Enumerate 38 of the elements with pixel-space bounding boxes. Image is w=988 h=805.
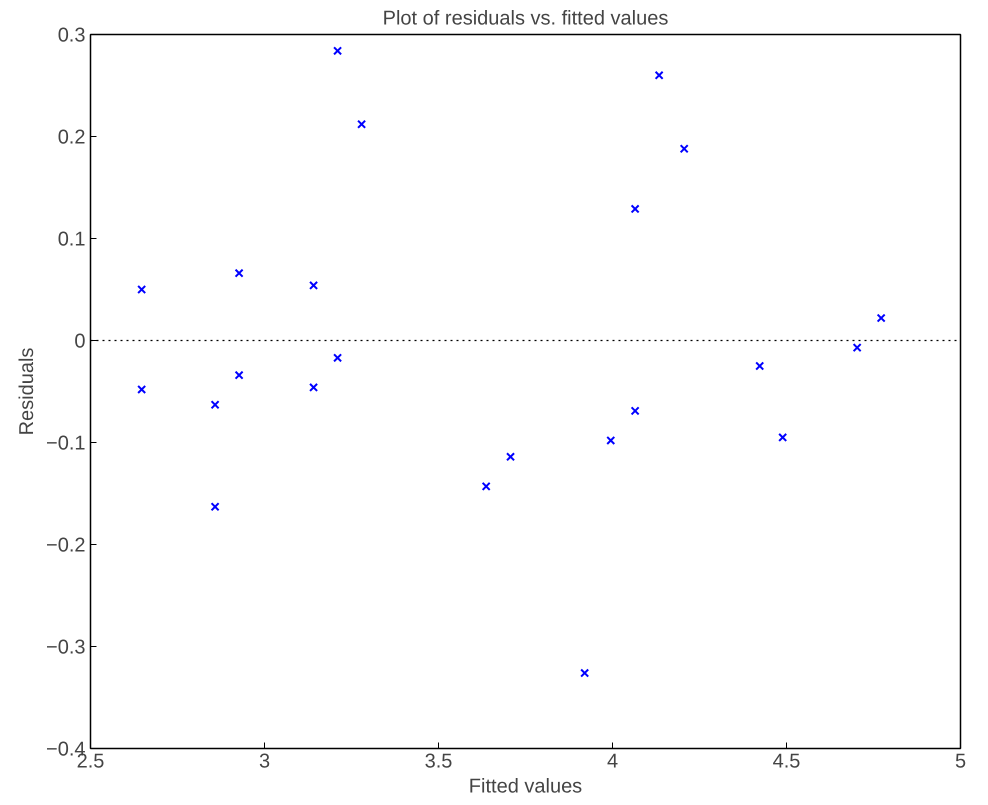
y-tick-label: 0.2 <box>58 126 86 148</box>
point <box>234 268 244 278</box>
point <box>482 482 491 491</box>
y-tick-label: 0.3 <box>58 24 86 46</box>
y-tick-label: −0.1 <box>46 432 86 454</box>
point <box>333 353 342 362</box>
point <box>876 314 886 323</box>
point <box>506 452 516 462</box>
x-tick-label: 4 <box>606 750 618 772</box>
point <box>234 370 244 380</box>
point <box>580 668 590 678</box>
point <box>778 432 788 442</box>
point <box>309 382 318 392</box>
point <box>630 204 640 214</box>
x-axis-title: Fitted values <box>468 776 582 798</box>
point <box>137 284 146 294</box>
point <box>852 343 862 352</box>
y-tick-label: 0 <box>74 330 86 352</box>
point <box>137 384 146 394</box>
y-axis-title: Residuals <box>16 348 38 436</box>
chart-title: Plot of residuals vs. fitted values <box>382 8 668 30</box>
point <box>357 120 366 129</box>
y-tick-label: −0.3 <box>46 636 86 658</box>
point <box>630 406 640 416</box>
point <box>333 46 342 56</box>
point <box>680 144 689 154</box>
y-tick-label: −0.2 <box>46 534 86 556</box>
point <box>309 280 318 290</box>
point <box>606 436 616 445</box>
x-tick-label: 3.5 <box>424 750 452 772</box>
point <box>755 361 764 371</box>
x-tick-label: 3 <box>258 750 270 772</box>
point <box>210 502 220 512</box>
point <box>210 400 220 410</box>
y-tick-label: 0.1 <box>58 228 86 250</box>
point <box>654 70 664 80</box>
x-tick-label: 4.5 <box>772 750 800 772</box>
x-tick-label: 5 <box>954 750 966 772</box>
